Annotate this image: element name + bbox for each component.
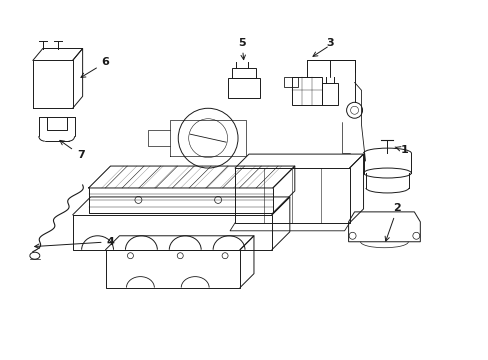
Text: 6: 6 (81, 58, 109, 77)
Bar (291, 77, 321, 105)
Bar (232, 68, 255, 78)
Bar (321, 84, 337, 105)
Text: 4: 4 (35, 237, 114, 248)
Text: 2: 2 (385, 203, 401, 241)
Text: 1: 1 (394, 145, 407, 155)
Text: 3: 3 (325, 37, 333, 48)
Bar (283, 77, 297, 87)
Text: 7: 7 (60, 140, 84, 160)
Text: 5: 5 (238, 37, 245, 60)
Bar (227, 78, 260, 98)
